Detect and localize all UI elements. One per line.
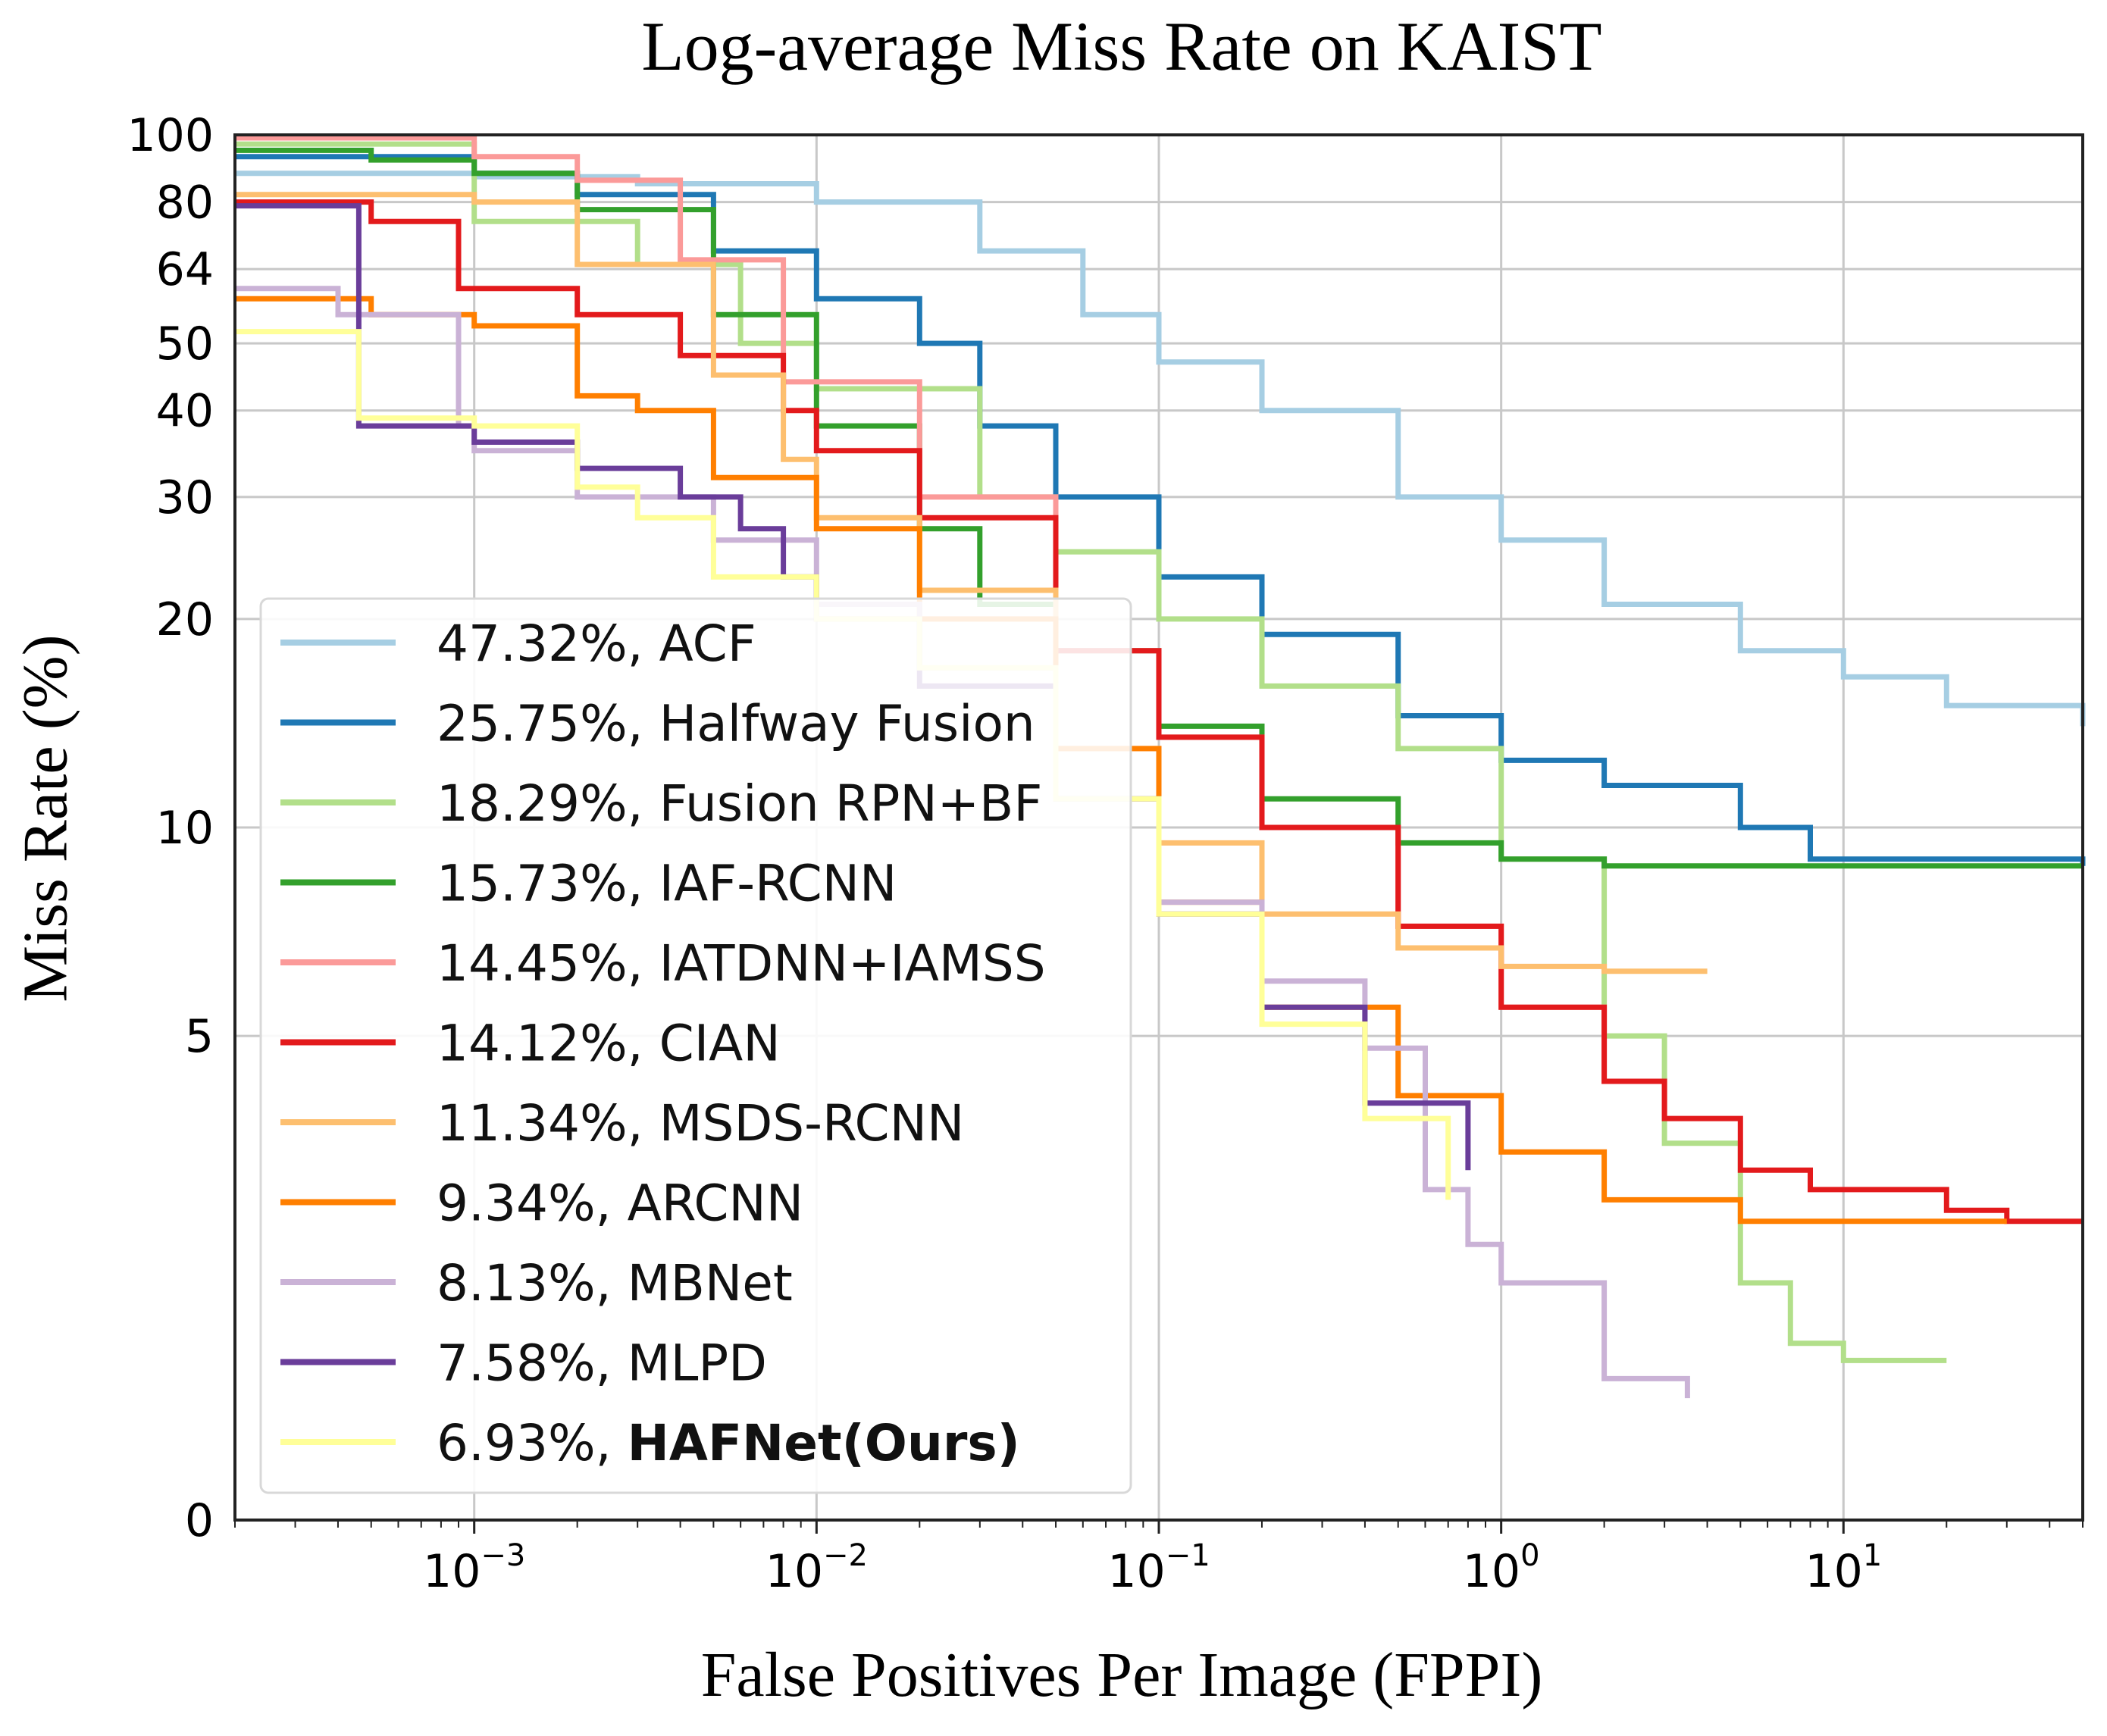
legend-label-mbnet: 8.13%, MBNet — [437, 1254, 793, 1312]
x-tick-label: 101 — [1805, 1538, 1882, 1598]
y-tick-label: 0 — [185, 1494, 214, 1547]
y-tick-label: 64 — [156, 243, 214, 296]
y-tick-label: 50 — [156, 317, 214, 371]
y-tick-label: 80 — [156, 177, 214, 230]
y-tick-label: 100 — [127, 109, 214, 162]
legend-label-msds-rcnn: 11.34%, MSDS-RCNN — [437, 1094, 964, 1153]
chart-title: Log-average Miss Rate on KAIST — [641, 8, 1602, 85]
legend-label-mlpd: 7.58%, MLPD — [437, 1334, 767, 1393]
x-tick-label: 10−1 — [1107, 1538, 1210, 1598]
legend: 47.32%, ACF 25.75%, Halfway Fusion 18.29%,… — [259, 597, 1132, 1494]
legend-label-halfway-fusion: 25.75%, Halfway Fusion — [437, 695, 1035, 753]
series-line-acf — [235, 170, 2086, 727]
y-tick-label: 30 — [156, 471, 214, 524]
legend-label-iatdnn-iamss: 14.45%, IATDNN+IAMSS — [437, 934, 1046, 993]
legend-label-arcnn: 9.34%, ARCNN — [437, 1175, 803, 1233]
series-line-msds-rcnn — [235, 192, 1708, 974]
legend-box — [259, 597, 1132, 1494]
y-tick-label: 40 — [156, 385, 214, 438]
y-tick-label: 10 — [156, 802, 214, 855]
y-tick-label: 20 — [156, 593, 214, 646]
x-tick-label: 100 — [1463, 1538, 1540, 1598]
legend-label-acf: 47.32%, ACF — [437, 615, 756, 673]
y-tick-label: 5 — [185, 1010, 214, 1063]
legend-label-hafnet-ours: 6.93%, HAFNet(Ours) — [437, 1414, 1020, 1472]
x-tick-label: 10−3 — [423, 1538, 525, 1598]
x-tick-label: 10−2 — [765, 1538, 868, 1598]
legend-label-iaf-rcnn: 15.73%, IAF-RCNN — [437, 855, 897, 913]
legend-label-cian: 14.12%, CIAN — [437, 1015, 781, 1073]
series-line-cian — [235, 199, 2083, 1225]
legend-label-fusion-rpn-bf: 18.29%, Fusion RPN+BF — [437, 774, 1042, 833]
series-line-halfway-fusion — [235, 154, 2086, 866]
series-line-fusion-rpn-bf — [235, 141, 1947, 1363]
x-axis-label: False Positives Per Image (FPPI) — [700, 1640, 1543, 1710]
